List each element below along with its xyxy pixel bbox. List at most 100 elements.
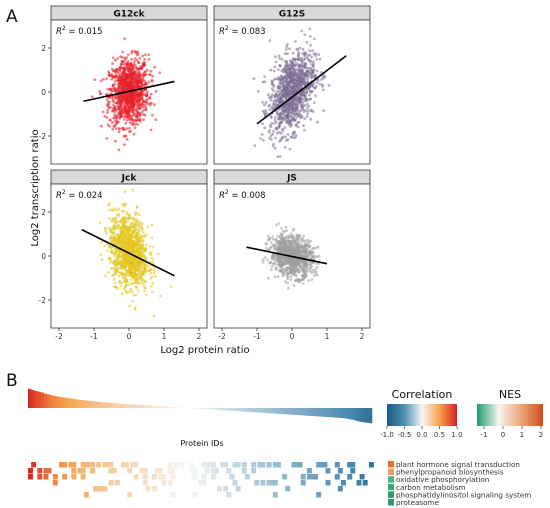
- scatter-point: [269, 245, 273, 249]
- scatter-point: [314, 267, 317, 271]
- pathway-hit: [142, 468, 148, 474]
- correlation-bar: [223, 408, 227, 411]
- scatter-point: [126, 95, 130, 99]
- scatter-point: [283, 80, 287, 84]
- correlation-bar: [170, 407, 174, 408]
- scatter-point: [133, 258, 137, 262]
- scatter-point: [273, 275, 277, 279]
- scatter-point: [280, 238, 283, 241]
- pathway-hit: [217, 486, 223, 492]
- scatter-point: [114, 105, 117, 108]
- scatter-point: [300, 59, 304, 62]
- scatter-point: [154, 275, 158, 279]
- scatter-point: [103, 244, 106, 248]
- scatter-point: [305, 73, 308, 77]
- scatter-point: [136, 83, 140, 86]
- scatter-point: [306, 54, 310, 57]
- scatter-point: [129, 97, 133, 101]
- correlation-bar: [198, 408, 202, 409]
- correlation-bar: [155, 406, 159, 408]
- scatter-point: [132, 106, 136, 110]
- scatter-point: [147, 269, 151, 273]
- scatter-point: [267, 238, 271, 242]
- scatter-point: [284, 249, 287, 253]
- scatter-point: [301, 282, 305, 285]
- scatter-point: [153, 103, 157, 107]
- correlation-bar: [213, 408, 218, 410]
- scatter-point: [147, 80, 151, 84]
- scatter-point: [290, 80, 294, 83]
- scatter-point: [278, 88, 282, 92]
- scatter-point: [123, 81, 126, 84]
- scatter-point: [129, 239, 133, 243]
- pathway-hit: [257, 462, 263, 468]
- scatter-point: [114, 233, 118, 237]
- pathway-hit: [71, 474, 77, 480]
- scatter-point: [313, 37, 316, 41]
- scatter-point: [314, 94, 317, 98]
- scatter-point: [289, 278, 293, 282]
- scatter-point: [307, 109, 310, 113]
- correlation-bar: [325, 408, 329, 417]
- correlation-bar: [43, 393, 47, 408]
- scatter-point: [285, 229, 289, 233]
- scatter-point: [128, 304, 132, 308]
- correlation-bar: [232, 408, 236, 411]
- scatter-point: [150, 223, 154, 227]
- scatter-point: [127, 65, 130, 69]
- scatter-point: [279, 96, 283, 100]
- scatter-point: [263, 75, 266, 78]
- scatter-point: [114, 90, 118, 94]
- correlation-bar: [291, 408, 295, 415]
- pathway-hit: [96, 486, 102, 492]
- correlation-bar: [173, 407, 178, 408]
- scatter-point: [117, 130, 121, 134]
- scatter-point: [143, 57, 147, 61]
- scatter-point: [125, 247, 129, 251]
- pathway-hit: [272, 462, 278, 468]
- y-tick-label: -2: [39, 132, 47, 141]
- scatter-point: [150, 236, 154, 240]
- scatter-point: [137, 111, 140, 115]
- pathway-hit: [201, 480, 207, 486]
- scatter-point: [316, 266, 319, 269]
- scatter-point: [106, 123, 110, 126]
- scatter-point: [304, 253, 308, 257]
- scatter-point: [137, 213, 141, 217]
- scatter-point: [150, 113, 154, 117]
- scatter-point: [120, 62, 124, 66]
- scatter-point: [293, 130, 297, 134]
- scatter-point: [304, 109, 308, 112]
- scatter-point: [286, 277, 289, 281]
- scatter-point: [274, 237, 278, 241]
- scatter-point: [277, 54, 281, 58]
- pathway-hit: [80, 468, 86, 474]
- scatter-point: [117, 96, 121, 100]
- scatter-point: [133, 233, 137, 237]
- correlation-bar: [167, 406, 171, 408]
- pathway-hit: [201, 462, 207, 468]
- scatter-point: [120, 110, 123, 114]
- scatter-point: [286, 43, 289, 46]
- correlation-bar: [272, 408, 277, 414]
- scatter-point: [277, 78, 280, 81]
- scatter-point: [115, 108, 118, 112]
- pathway-hit: [223, 462, 229, 468]
- scatter-point: [285, 117, 288, 121]
- scatter-point: [129, 77, 133, 81]
- scatter-point: [289, 59, 292, 62]
- scatter-point: [269, 98, 273, 102]
- scatter-point: [296, 249, 299, 253]
- correlation-bar: [365, 408, 370, 423]
- scatter-point: [99, 92, 102, 96]
- pathway-hit: [294, 462, 300, 468]
- correlation-bar: [359, 408, 363, 422]
- scatter-point: [274, 136, 277, 140]
- scatter-point: [267, 247, 271, 251]
- scatter-point: [273, 65, 277, 69]
- correlation-bar: [319, 408, 323, 417]
- correlation-bar: [71, 398, 75, 408]
- scatter-point: [269, 125, 273, 129]
- panel-b: Protein IDs Correlation -1.0 -0.5 0.0 0.5 1.…: [28, 388, 543, 507]
